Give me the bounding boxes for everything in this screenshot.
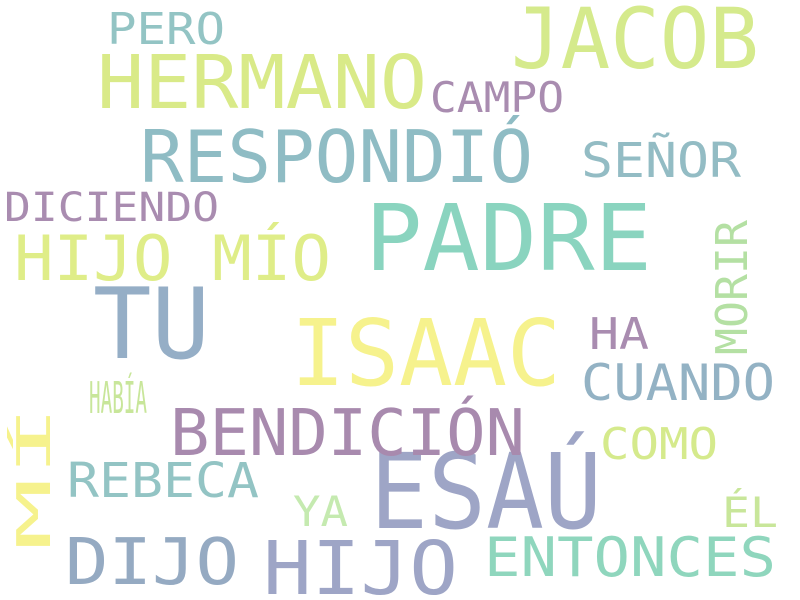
word-tu: TU — [93, 268, 210, 382]
word-respondio: RESPONDIÓ — [140, 115, 533, 199]
word-isaac: ISAAC — [291, 300, 561, 407]
word-cuando: CUANDO — [581, 354, 775, 412]
word-jacob: JACOB — [511, 0, 759, 88]
word-hermano: HERMANO — [97, 40, 427, 126]
word-esau: ESAÚ — [370, 431, 602, 553]
word-rebeca: REBECA — [67, 453, 259, 509]
word-hijo-mio: HIJO MÍO — [14, 222, 331, 295]
word-padre: PADRE — [365, 185, 652, 292]
word-morir: MORIR — [707, 219, 758, 355]
word-diciendo: DICIENDO — [4, 185, 219, 231]
word-entonces: ENTONCES — [484, 526, 776, 589]
word-el: ÉL — [722, 487, 778, 537]
word-mi: HABÍA — [89, 371, 147, 424]
word-campo: CAMPO — [430, 73, 564, 122]
word-como: COMO — [600, 419, 718, 470]
word-ya: YA — [293, 487, 348, 536]
word-ha: HA — [589, 309, 649, 360]
word-pero: PERO — [107, 4, 225, 55]
word-dijo: DIJO — [65, 526, 239, 600]
word-hijo: HIJO — [263, 526, 458, 600]
word-bendicion: BENDICIÓN — [170, 395, 525, 471]
word-senor: SEÑOR — [581, 132, 741, 189]
word-habia: MÍ — [7, 404, 61, 551]
